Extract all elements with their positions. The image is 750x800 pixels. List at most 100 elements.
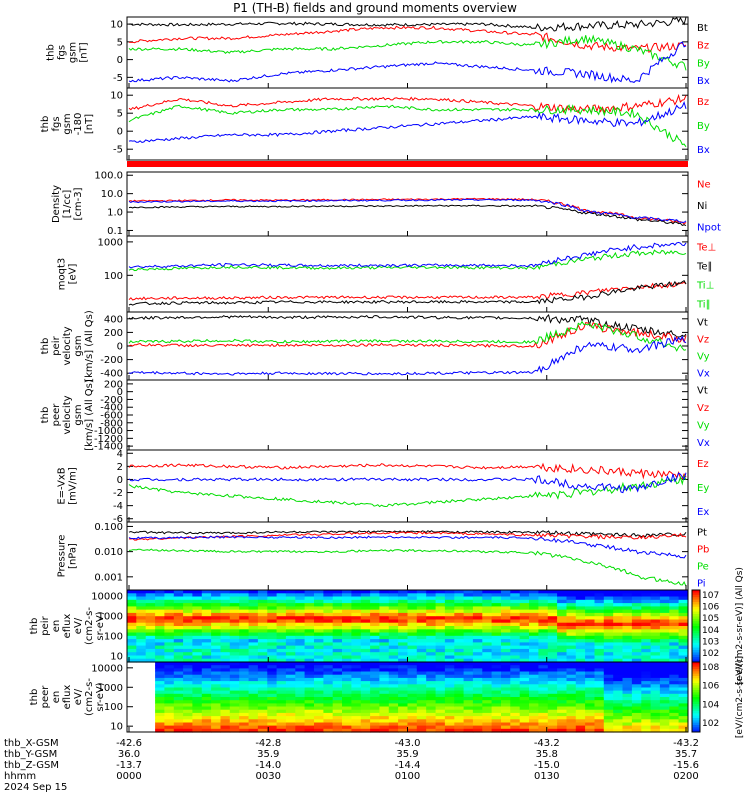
spectrogram-cell <box>276 619 287 624</box>
spectrogram-cell <box>257 671 268 676</box>
spectrogram-cell <box>444 639 455 643</box>
spectrogram-cell <box>276 668 287 673</box>
spectrogram-cell <box>472 700 483 704</box>
spectrogram-cell <box>388 603 399 607</box>
spectrogram-cell <box>538 622 549 627</box>
spectrogram-cell <box>613 703 624 708</box>
spectrogram-cell <box>491 629 502 634</box>
spectrogram-cell <box>659 645 670 650</box>
spectrogram-cell <box>444 629 455 634</box>
spectrogram-cell <box>538 596 549 601</box>
spectrogram-cell <box>164 706 175 711</box>
y-tick-label: 100.0 <box>94 171 123 182</box>
spectrogram-cell <box>491 603 502 607</box>
spectrogram-cell <box>519 716 530 720</box>
spectrogram-cell <box>650 677 661 682</box>
spectrogram-cell <box>444 716 455 720</box>
spectrogram-cell <box>342 596 352 601</box>
spectrogram-cell <box>454 665 465 669</box>
spectrogram-cell <box>145 596 156 601</box>
spectrogram-cell <box>332 716 343 720</box>
spectrogram-cell <box>220 629 231 634</box>
spectrogram-cell <box>650 690 661 695</box>
spectrogram-cell <box>613 590 624 594</box>
spectrogram-cell <box>641 674 652 679</box>
spectrogram-cell <box>622 648 633 653</box>
spectrogram-cell <box>678 632 689 637</box>
spectrogram-cell <box>164 616 175 621</box>
colorbar-cell <box>692 647 700 651</box>
spectrogram-cell <box>183 719 193 724</box>
spectrogram-cell <box>631 652 642 657</box>
spectrogram-cell <box>370 677 380 682</box>
spectrogram-cell <box>388 728 399 733</box>
spectrogram-cell <box>538 668 549 673</box>
spectrogram-cell <box>173 642 184 647</box>
spectrogram-cell <box>510 655 521 660</box>
spectrogram-cell <box>388 693 399 698</box>
spectrogram-cell <box>575 590 586 594</box>
spectrogram-cell <box>463 652 474 657</box>
spectrogram-cell <box>155 612 165 617</box>
spectrogram-cell <box>529 590 539 594</box>
spectrogram-cell <box>314 616 324 621</box>
spectrogram-cell <box>351 642 362 647</box>
spectrogram-cell <box>482 642 493 647</box>
spectrogram-cell <box>388 642 399 647</box>
spectrogram-cell <box>678 687 689 692</box>
spectrogram-cell <box>323 629 334 634</box>
spectrogram-cell <box>229 709 240 714</box>
spectrogram-cell <box>547 700 558 704</box>
spectrogram-cell <box>211 639 221 643</box>
spectrogram-cell <box>557 719 567 724</box>
spectrogram-cell <box>229 648 240 653</box>
spectrogram-cell <box>454 612 465 617</box>
spectrogram-cell <box>183 645 193 650</box>
spectrogram-cell <box>370 719 380 724</box>
spectrogram-cell <box>678 652 689 657</box>
spectrogram-cell <box>482 593 493 598</box>
spectrogram-cell <box>510 712 521 717</box>
spectrogram-cell <box>211 690 221 695</box>
spectrogram-cell <box>669 690 680 695</box>
spectrogram-cell <box>267 668 278 673</box>
y-tick-label: -1400 <box>94 442 123 453</box>
spectrogram-cell <box>211 684 221 689</box>
spectrogram-cell <box>575 619 586 624</box>
spectrogram-cell <box>285 612 296 617</box>
spectrogram-cell <box>276 648 287 653</box>
spectrogram-cell <box>388 687 399 692</box>
spectrogram-cell <box>678 671 689 676</box>
spectrogram-cell <box>482 712 493 717</box>
spectrogram-cell <box>641 622 652 627</box>
spectrogram-cell <box>127 642 137 647</box>
spectrogram-cell <box>547 658 558 663</box>
spectrogram-cell <box>463 632 474 637</box>
spectrogram-cell <box>192 658 203 663</box>
spectrogram-cell <box>192 596 203 601</box>
spectrogram-cell <box>248 593 259 598</box>
spectrogram-cell <box>388 616 399 621</box>
spectrogram-cell <box>398 635 408 640</box>
spectrogram-cell <box>145 599 156 604</box>
spectrogram-cell <box>295 619 306 624</box>
spectrogram-cell <box>594 639 605 643</box>
spectrogram-cell <box>360 632 371 637</box>
spectrogram-cell <box>641 658 652 663</box>
y-axis-label: -180 <box>73 113 84 136</box>
spectrogram-cell <box>239 593 250 598</box>
spectrogram-cell <box>342 655 352 660</box>
spectrogram-cell <box>342 709 352 714</box>
spectrogram-cell <box>379 590 390 594</box>
spectrogram-cell <box>641 619 652 624</box>
spectrogram-cell <box>613 697 624 701</box>
spectrogram-cell <box>164 693 175 698</box>
spectrogram-cell <box>669 697 680 701</box>
spectrogram-cell <box>351 590 362 594</box>
spectrogram-cell <box>501 632 511 637</box>
spectrogram-cell <box>594 626 605 630</box>
spectrogram-cell <box>360 668 371 673</box>
spectrogram-cell <box>575 662 586 666</box>
spectrogram-cell <box>538 681 549 685</box>
spectrogram-cell <box>678 674 689 679</box>
